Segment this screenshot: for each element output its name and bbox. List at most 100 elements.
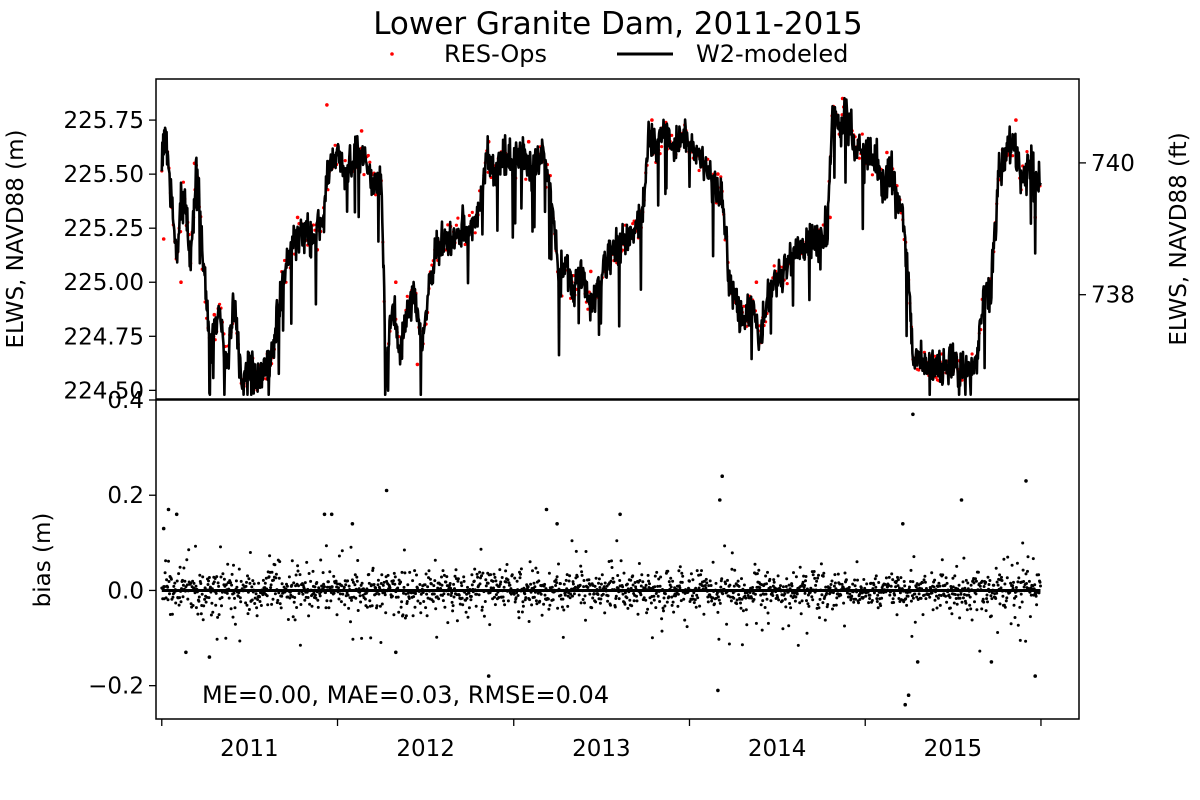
bias-outlier-point bbox=[486, 674, 491, 678]
bias-point bbox=[292, 581, 296, 585]
bias-point bbox=[543, 593, 547, 597]
res-ops-point bbox=[325, 103, 329, 107]
bias-point bbox=[177, 603, 181, 607]
bias-point bbox=[822, 571, 826, 575]
bias-point bbox=[980, 607, 984, 611]
bias-point bbox=[508, 583, 512, 587]
bias-point bbox=[803, 584, 807, 587]
bias-point bbox=[252, 582, 256, 586]
bias-point bbox=[874, 574, 878, 578]
bias-point bbox=[357, 587, 361, 591]
bias-point bbox=[181, 595, 185, 599]
bias-point bbox=[961, 580, 965, 584]
bias-point bbox=[632, 599, 636, 603]
bias-point bbox=[599, 597, 603, 601]
res-ops-point bbox=[670, 133, 674, 137]
bias-point bbox=[428, 589, 431, 593]
bias-point bbox=[810, 595, 814, 599]
bias-point bbox=[891, 597, 895, 601]
bias-point bbox=[455, 619, 459, 623]
bias-point bbox=[255, 606, 259, 610]
bias-point bbox=[800, 599, 804, 603]
bias-point bbox=[787, 624, 791, 628]
bias-point bbox=[996, 631, 1000, 634]
bias-point bbox=[804, 575, 808, 578]
bias-point bbox=[911, 596, 915, 600]
legend-marker-res-ops bbox=[390, 52, 394, 56]
bias-point bbox=[566, 604, 570, 608]
bias-point bbox=[909, 599, 913, 603]
bias-point bbox=[226, 562, 230, 566]
bias-point bbox=[966, 587, 970, 591]
bias-point bbox=[433, 579, 437, 583]
bias-point bbox=[856, 578, 859, 582]
bias-point bbox=[194, 544, 197, 548]
res-ops-point bbox=[359, 129, 364, 133]
bias-point bbox=[805, 587, 809, 591]
bias-point bbox=[493, 595, 496, 599]
bias-point bbox=[469, 595, 473, 598]
bias-point bbox=[316, 598, 320, 602]
bias-point bbox=[472, 579, 476, 583]
bias-point bbox=[286, 618, 290, 621]
bias-point bbox=[233, 622, 237, 626]
bias-point bbox=[986, 575, 990, 579]
bias-point bbox=[293, 618, 297, 622]
bias-point bbox=[399, 580, 403, 584]
bias-point bbox=[473, 588, 477, 592]
secondary-y-tick-label: 740 bbox=[1091, 151, 1135, 177]
bias-point bbox=[379, 641, 383, 644]
bias-point bbox=[440, 575, 443, 579]
bias-point bbox=[953, 574, 957, 578]
bias-point bbox=[888, 593, 892, 597]
bias-point bbox=[895, 613, 899, 617]
bias-point bbox=[976, 570, 980, 574]
bias-point bbox=[356, 609, 360, 612]
bias-point bbox=[991, 588, 995, 592]
bias-point bbox=[834, 587, 838, 591]
bias-point bbox=[699, 573, 703, 577]
bias-point bbox=[978, 649, 982, 653]
bias-point bbox=[902, 580, 906, 583]
bias-point bbox=[233, 606, 237, 610]
res-ops-point bbox=[860, 132, 864, 136]
bias-point bbox=[793, 599, 797, 603]
bias-point bbox=[782, 589, 786, 593]
res-ops-point bbox=[394, 280, 398, 285]
bias-point bbox=[256, 598, 260, 601]
bias-point bbox=[500, 576, 504, 579]
bias-point bbox=[337, 597, 341, 601]
bias-point bbox=[614, 594, 618, 598]
bias-point bbox=[319, 558, 323, 562]
bias-point bbox=[618, 579, 622, 582]
bias-point bbox=[400, 600, 404, 604]
bias-outlier-point bbox=[718, 498, 722, 502]
bias-point bbox=[481, 571, 485, 575]
bias-point bbox=[529, 582, 533, 586]
bias-point bbox=[424, 606, 428, 610]
bias-point bbox=[186, 597, 190, 601]
bias-point bbox=[325, 599, 329, 603]
bias-point bbox=[219, 575, 223, 579]
bias-point bbox=[488, 591, 492, 595]
bias-point bbox=[323, 585, 326, 589]
bias-point bbox=[265, 594, 269, 598]
bias-point bbox=[538, 599, 542, 603]
bias-point bbox=[876, 593, 880, 597]
bias-point bbox=[483, 600, 487, 603]
bias-point bbox=[969, 583, 973, 587]
bias-point bbox=[351, 637, 355, 641]
bias-point bbox=[579, 601, 583, 605]
bottom-y-tick-label: 0.0 bbox=[107, 578, 144, 604]
bias-point bbox=[374, 586, 378, 590]
bias-point bbox=[711, 560, 715, 564]
bias-point bbox=[347, 584, 351, 588]
bias-point bbox=[174, 601, 178, 605]
bias-point bbox=[180, 587, 183, 591]
bias-point bbox=[555, 575, 559, 579]
bias-point bbox=[335, 613, 339, 617]
bias-point bbox=[537, 579, 541, 583]
res-ops-point bbox=[785, 282, 789, 286]
bias-point bbox=[820, 593, 824, 597]
bias-point bbox=[644, 598, 648, 602]
